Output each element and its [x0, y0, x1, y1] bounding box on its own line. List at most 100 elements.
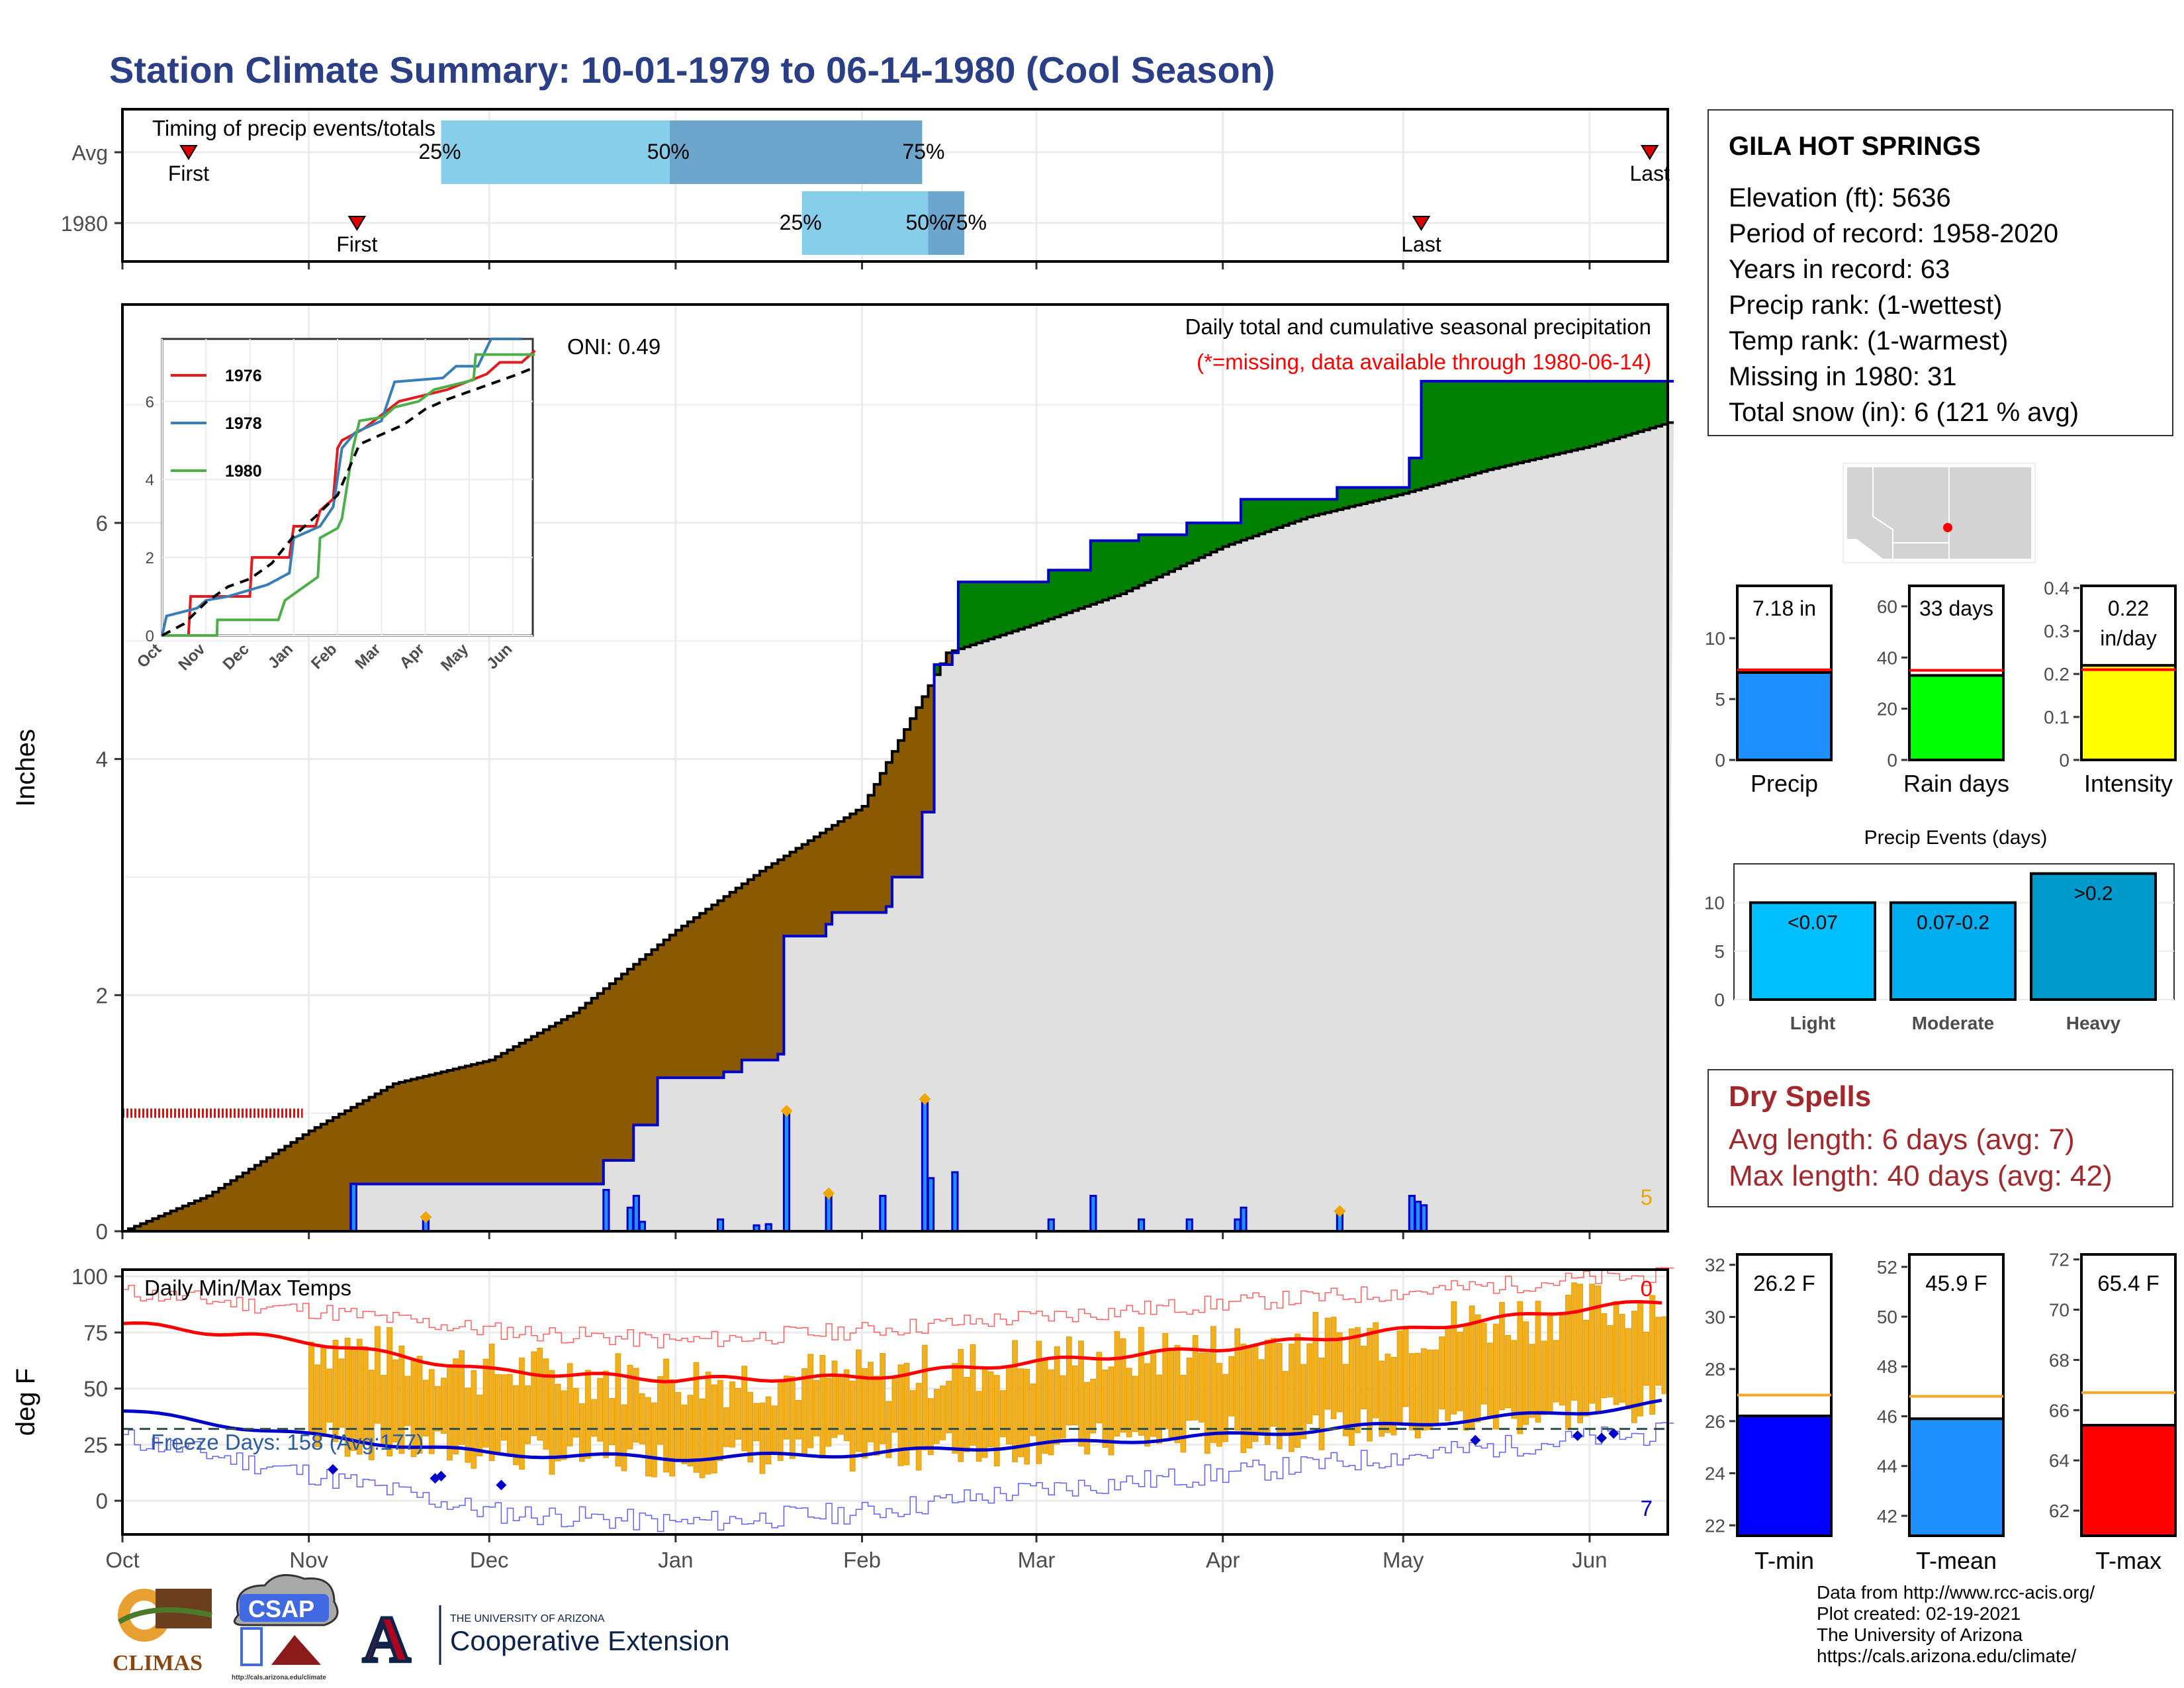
timing-first-label: First [168, 162, 209, 185]
daily-temp-bar [1096, 1352, 1103, 1424]
surplus-bar [1487, 381, 1494, 470]
surplus-bar [1337, 487, 1343, 510]
surplus-bar [934, 664, 941, 675]
daily-temp-bar [1162, 1333, 1169, 1429]
surplus-bar [1006, 582, 1013, 633]
surplus-bar [1205, 522, 1212, 555]
temp-bar-y-tick-label: 48 [1877, 1356, 1897, 1377]
precip-bar-1-category-label: Rain days [1903, 770, 2009, 797]
daily-temp-bar [1619, 1313, 1625, 1403]
deficit-bar [351, 1107, 357, 1184]
timing-border [121, 108, 1669, 263]
temp-x-tick-label: Nov [289, 1548, 328, 1572]
deficit-bar [441, 1072, 448, 1184]
record-low-marker [1608, 1428, 1619, 1439]
deficit-bar [519, 1043, 526, 1184]
temp-x-tick-label: Dec [470, 1548, 509, 1572]
credits-line-1: Data from http://www.rcc-acis.org/ [1817, 1582, 2095, 1603]
timing-row-label: 1980 [61, 212, 108, 236]
temp-y-tick-label: 100 [71, 1264, 108, 1289]
deficit-bar [423, 1076, 430, 1184]
temp-bar-category-label: T-min [1754, 1547, 1814, 1574]
daily-temp-bar [1036, 1340, 1042, 1464]
daily-temp-bar [687, 1395, 694, 1467]
deficit-bar [772, 863, 778, 1060]
deficit-bar [832, 825, 839, 913]
daily-precip-bar [1137, 1218, 1146, 1233]
daily-temp-bar [771, 1405, 778, 1452]
temp-bar-y-tick-label: 66 [2049, 1400, 2070, 1421]
deficit-bar [573, 1013, 580, 1184]
station-years: Years in record: 63 [1729, 255, 1950, 284]
deficit-bar [862, 806, 869, 913]
timing-first-marker [347, 216, 367, 231]
surplus-bar [1109, 540, 1115, 598]
daily-temp-bar [868, 1362, 874, 1442]
precip-border [121, 303, 1669, 1233]
daily-temp-bar [958, 1349, 964, 1462]
daily-temp-bar [915, 1383, 922, 1471]
daily-temp-bar [369, 1370, 375, 1460]
page-title: Station Climate Summary: 10-01-1979 to 0… [109, 49, 1275, 91]
deficit-bar [838, 821, 844, 913]
daily-temp-bar [1330, 1317, 1337, 1419]
daily-temp-bar [1480, 1323, 1487, 1405]
deficit-bar [363, 1100, 370, 1184]
surplus-bar [1385, 487, 1392, 498]
precip-bar-1-value-label: 33 days [1919, 596, 1993, 620]
daily-temp-bar [482, 1358, 489, 1448]
daily-temp-bar [1475, 1314, 1481, 1423]
deficit-bar [850, 814, 857, 913]
daily-temp-bar [1451, 1301, 1457, 1415]
daily-temp-bar [735, 1387, 741, 1440]
deficit-bar [230, 1180, 238, 1231]
daily-temp-bar [459, 1350, 465, 1445]
record-low-marker [435, 1470, 447, 1481]
daily-temp-bar [404, 1376, 411, 1427]
deficit-bar [615, 978, 622, 1160]
daily-temp-bar [338, 1358, 345, 1428]
deficit-bar [507, 1050, 514, 1184]
deficit-bar [152, 1218, 159, 1231]
surplus-bar [1024, 582, 1031, 628]
deficit-bar [916, 707, 923, 877]
surplus-bar [1535, 381, 1542, 459]
daily-temp-bar [477, 1394, 483, 1457]
daily-temp-bar [1138, 1327, 1144, 1436]
surplus-bar [1120, 540, 1127, 594]
daily-temp-bar [579, 1403, 585, 1462]
deficit-bar [201, 1198, 207, 1231]
daily-temp-bar [705, 1372, 711, 1475]
deficit-bar [597, 993, 604, 1184]
inset-y-tick-label: 4 [146, 471, 154, 489]
deficit-bar [705, 909, 712, 1078]
events-bar [2030, 872, 2157, 1001]
daily-temp-bar [1084, 1382, 1090, 1455]
daily-temp-bar [387, 1327, 392, 1457]
station-location-marker [1943, 523, 1952, 532]
temp-bar-y-tick-label: 72 [2049, 1250, 2070, 1270]
surplus-bar [1283, 499, 1290, 526]
daily-temp-bar [1493, 1323, 1499, 1430]
daily-temp-bar [1258, 1359, 1265, 1433]
surplus-bar [1637, 381, 1645, 432]
daily-temp-bar [441, 1378, 447, 1434]
daily-temp-bar [807, 1354, 813, 1448]
daily-temp-bar [1342, 1364, 1349, 1436]
station-map [1843, 463, 2036, 563]
surplus-bar [1445, 381, 1452, 482]
precip-subtitle: (*=missing, data available through 1980-… [1197, 350, 1651, 374]
surplus-bar [1102, 540, 1109, 600]
surplus-bar [1187, 522, 1193, 563]
daily-temp-bar [1661, 1316, 1668, 1394]
daily-temp-bar [465, 1387, 471, 1463]
daily-temp-bar [428, 1369, 435, 1454]
temp-bar-y-tick-label: 46 [1877, 1406, 1897, 1427]
deficit-bar [314, 1127, 322, 1231]
daily-temp-bar [1523, 1321, 1529, 1425]
daily-temp-bar [1367, 1328, 1373, 1442]
temp-bar-y-tick-label: 30 [1705, 1307, 1725, 1327]
daily-temp-bar [1289, 1343, 1295, 1452]
events-y-tick-label: 0 [1714, 990, 1725, 1010]
surplus-bar [1090, 540, 1097, 604]
